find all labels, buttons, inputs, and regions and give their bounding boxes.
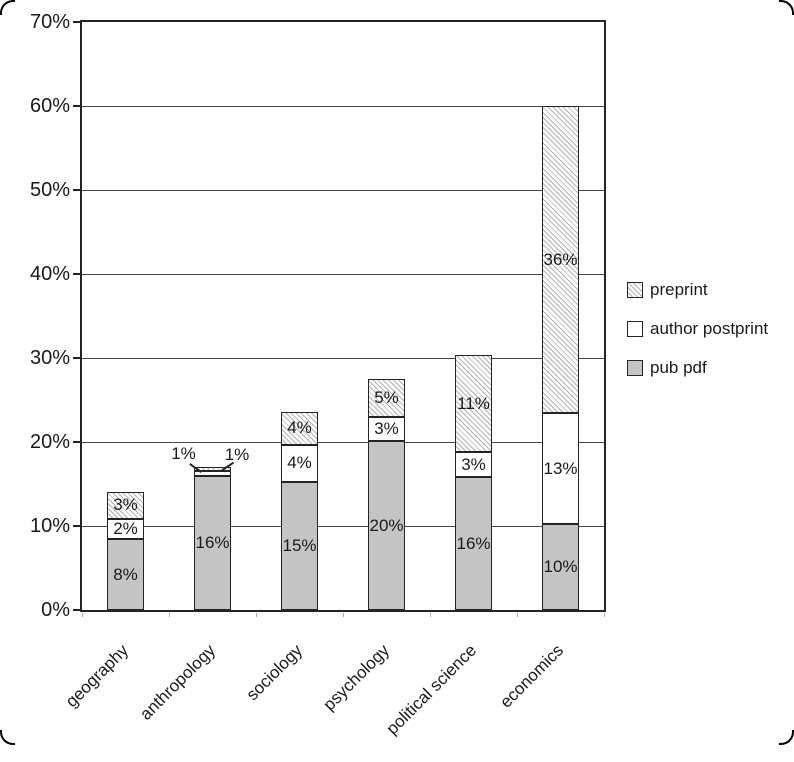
y-tick-label: 50% [29,179,70,201]
gridline-50 [82,189,604,191]
legend-label: pub pdf [650,358,707,377]
bar-segment-pub-pdf: 8% [107,539,144,610]
segment-value-label: 3% [113,495,138,515]
y-tick-label: 70% [29,11,70,33]
gridline-10 [82,525,604,527]
y-tick-label: 0% [41,599,70,621]
segment-value-label: 4% [287,453,312,473]
bar-segment-author-postprint: 13% [542,413,579,525]
bar-segment-author-postprint: 4% [281,444,318,483]
legend-swatch-hatch [627,282,643,298]
y-tick-mark [73,273,80,275]
bar-segment-author-postprint: 3% [455,452,492,478]
x-tick-mark [82,613,83,617]
legend-swatch-white [627,321,643,337]
segment-value-label: 16% [456,533,491,553]
segment-value-label: 20% [369,515,404,535]
callout-label-right: 1% [224,445,250,464]
segment-value-label: 8% [113,564,138,584]
segment-value-label: 13% [543,458,578,478]
bar-segment-preprint: 11% [455,355,492,453]
x-tick-mark [517,613,518,617]
frame-corner-top-right [779,0,794,15]
y-tick-label: 40% [29,263,70,285]
callout-label-left: 1% [171,444,196,463]
gridline-40 [82,273,604,275]
segment-value-label: 15% [282,536,317,556]
bar-segment-pub-pdf: 16% [455,477,492,610]
segment-value-label: 3% [461,454,486,474]
bar-segment-preprint: 36% [542,106,579,414]
legend-item-pub-pdf: pub pdf [627,359,768,377]
x-tick-mark [430,613,431,617]
x-tick-mark [343,613,344,617]
bar-segment-preprint: 5% [368,379,405,417]
bar-segment-author-postprint [194,471,231,476]
bar-segment-preprint [194,467,231,472]
gridline-20 [82,441,604,443]
bar-segment-preprint: 4% [281,411,318,445]
segment-value-label: 3% [374,418,399,438]
frame-corner-bottom-left [0,730,15,745]
bar-segment-pub-pdf: 10% [542,524,579,610]
legend-label: author postprint [650,319,769,338]
segment-value-label: 10% [543,557,578,577]
gridline-60 [82,105,604,107]
bar-segment-author-postprint: 3% [368,416,405,442]
segment-value-label: 4% [287,418,312,438]
legend-item-preprint: preprint [627,281,768,299]
legend-swatch-gray [627,360,643,376]
legend: preprint author postprint pub pdf [627,281,768,398]
x-tick-mark [169,613,170,617]
y-tick-label: 30% [29,347,70,369]
chart-screenshot: { "figure": { "y_axis": { "tick_labels":… [0,0,794,745]
segment-value-label: 5% [374,387,399,407]
x-tick-mark [604,613,605,617]
bar-segment-author-postprint: 2% [107,519,144,540]
y-tick-mark [73,441,80,443]
y-tick-mark [73,609,80,611]
legend-label: preprint [650,280,708,299]
y-tick-label: 60% [29,95,70,117]
bar-segment-pub-pdf: 16% [194,475,231,610]
segment-value-label: 36% [543,249,578,269]
bar-segment-preprint: 3% [107,491,144,520]
y-tick-mark [73,21,80,23]
frame-corner-bottom-right [779,730,794,745]
gridline-30 [82,357,604,359]
y-tick-label: 10% [29,515,70,537]
y-tick-mark [73,357,80,359]
x-tick-mark [256,613,257,617]
plot-area: 8% 2% 3% 16% 15% 4% 4% 20% 3% 5% 16% 3% 11% 10% 13% 36%… [80,20,606,612]
segment-value-label: 2% [113,519,138,539]
y-tick-label: 20% [29,431,70,453]
segment-value-label: 16% [195,532,230,552]
y-tick-mark [73,189,80,191]
frame-corner-top-left [0,0,15,15]
y-tick-mark [73,105,80,107]
legend-item-author-postprint: author postprint [627,320,768,338]
bar-segment-pub-pdf: 15% [281,482,318,610]
segment-value-label: 11% [457,393,490,413]
y-tick-mark [73,525,80,527]
bar-segment-pub-pdf: 20% [368,441,405,610]
